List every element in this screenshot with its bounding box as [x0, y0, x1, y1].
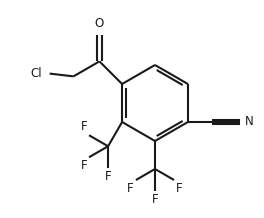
Text: F: F [127, 182, 134, 195]
Text: F: F [105, 170, 111, 183]
Text: N: N [245, 116, 254, 128]
Text: F: F [81, 120, 87, 133]
Text: F: F [152, 193, 158, 206]
Text: F: F [176, 182, 183, 195]
Text: Cl: Cl [30, 67, 42, 80]
Text: F: F [81, 159, 87, 172]
Text: O: O [95, 17, 104, 30]
